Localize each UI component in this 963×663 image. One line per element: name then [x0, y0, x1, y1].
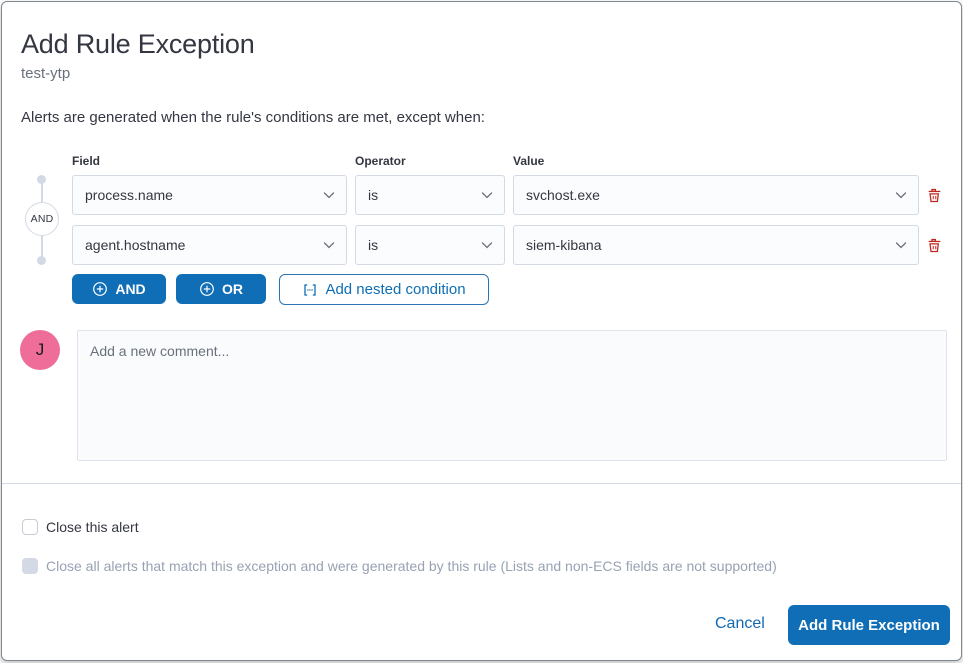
add-rule-exception-button[interactable]: Add Rule Exception — [788, 605, 950, 645]
add-and-button[interactable]: AND — [72, 274, 166, 304]
operator-select-row1-value: is — [368, 187, 379, 203]
plus-in-circle-icon — [93, 282, 108, 296]
close-this-alert-checkbox[interactable] — [22, 519, 38, 535]
plus-in-circle-icon — [200, 282, 214, 296]
value-select-row1-value: svchost.exe — [526, 187, 600, 203]
value-select-row2[interactable]: siem-kibana — [513, 225, 919, 265]
add-or-button-label: OR — [222, 281, 243, 297]
field-select-row1-value: process.name — [85, 187, 173, 203]
value-select-row1[interactable]: svchost.exe — [513, 175, 919, 215]
cancel-button[interactable]: Cancel — [715, 615, 765, 632]
intro-text: Alerts are generated when the rule's con… — [21, 109, 485, 126]
add-nested-condition-button[interactable]: Add nested condition — [279, 274, 489, 305]
section-divider — [2, 483, 961, 484]
field-select-row2-value: agent.hostname — [85, 237, 186, 253]
trash-icon — [928, 188, 940, 202]
delete-condition-row1-button[interactable] — [922, 183, 946, 207]
rule-name-subtitle: test-ytp — [21, 65, 71, 82]
user-avatar: J — [20, 330, 60, 370]
and-connector-badge: AND — [25, 202, 59, 236]
chevron-down-icon — [323, 192, 335, 199]
operator-column-label: Operator — [355, 154, 406, 168]
close-all-alerts-checkbox — [22, 558, 38, 574]
chevron-down-icon — [895, 192, 907, 199]
operator-select-row2[interactable]: is — [355, 225, 505, 265]
connector-dot-bottom — [37, 256, 46, 265]
operator-select-row1[interactable]: is — [355, 175, 505, 215]
chevron-down-icon — [481, 192, 493, 199]
add-and-button-label: AND — [115, 281, 146, 297]
delete-condition-row2-button[interactable] — [922, 233, 946, 257]
chevron-down-icon — [323, 242, 335, 249]
comment-input[interactable] — [77, 330, 947, 461]
add-or-button[interactable]: OR — [176, 274, 266, 304]
nested-icon — [304, 283, 317, 296]
close-all-alerts-label: Close all alerts that match this excepti… — [46, 558, 777, 574]
value-column-label: Value — [513, 154, 545, 168]
trash-icon — [928, 238, 940, 252]
operator-select-row2-value: is — [368, 237, 379, 253]
close-this-alert-label[interactable]: Close this alert — [46, 519, 139, 535]
field-select-row1[interactable]: process.name — [72, 175, 347, 215]
connector-dot-top — [37, 175, 46, 184]
page-title: Add Rule Exception — [21, 29, 255, 59]
add-nested-condition-label: Add nested condition — [325, 281, 466, 298]
field-select-row2[interactable]: agent.hostname — [72, 225, 347, 265]
value-select-row2-value: siem-kibana — [526, 237, 602, 253]
chevron-down-icon — [895, 242, 907, 249]
chevron-down-icon — [481, 242, 493, 249]
field-column-label: Field — [72, 154, 101, 168]
